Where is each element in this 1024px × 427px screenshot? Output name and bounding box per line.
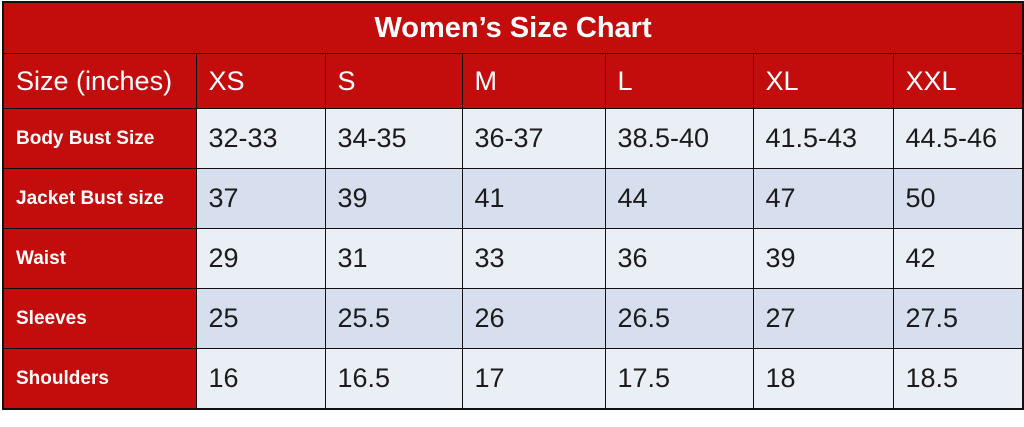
cell-sleeves-m: 26 xyxy=(461,288,606,349)
row-label-jacket-bust-size: Jacket Bust size xyxy=(2,168,197,229)
cell-waist-xxl: 42 xyxy=(892,228,1024,289)
size-chart-table: Women’s Size Chart Size (inches) XS S M … xyxy=(2,1,1024,410)
cell-shoulders-s: 16.5 xyxy=(324,348,463,410)
row-label-body-bust-size: Body Bust Size xyxy=(2,108,197,169)
cell-body-bust-xs: 32-33 xyxy=(195,108,326,169)
column-header-l: L xyxy=(604,53,754,109)
cell-waist-l: 36 xyxy=(604,228,754,289)
cell-shoulders-m: 17 xyxy=(461,348,606,410)
column-header-s: S xyxy=(324,53,463,109)
cell-body-bust-xxl: 44.5-46 xyxy=(892,108,1024,169)
header-row: Size (inches) XS S M L XL XXL xyxy=(2,53,1024,109)
cell-sleeves-xl: 27 xyxy=(752,288,894,349)
row-label-shoulders: Shoulders xyxy=(2,348,197,410)
table-row-waist: Waist 29 31 33 36 39 42 xyxy=(2,228,1024,289)
cell-body-bust-s: 34-35 xyxy=(324,108,463,169)
cell-shoulders-xl: 18 xyxy=(752,348,894,410)
cell-body-bust-l: 38.5-40 xyxy=(604,108,754,169)
table-row-shoulders: Shoulders 16 16.5 17 17.5 18 18.5 xyxy=(2,348,1024,410)
cell-jacket-bust-s: 39 xyxy=(324,168,463,229)
title-row: Women’s Size Chart xyxy=(2,1,1024,54)
cell-waist-m: 33 xyxy=(461,228,606,289)
column-header-m: M xyxy=(461,53,606,109)
cell-jacket-bust-m: 41 xyxy=(461,168,606,229)
cell-waist-s: 31 xyxy=(324,228,463,289)
column-header-xxl: XXL xyxy=(892,53,1024,109)
cell-sleeves-xs: 25 xyxy=(195,288,326,349)
cell-waist-xs: 29 xyxy=(195,228,326,289)
table-row-body-bust-size: Body Bust Size 32-33 34-35 36-37 38.5-40… xyxy=(2,108,1024,169)
cell-sleeves-l: 26.5 xyxy=(604,288,754,349)
cell-jacket-bust-xl: 47 xyxy=(752,168,894,229)
cell-body-bust-m: 36-37 xyxy=(461,108,606,169)
column-header-xl: XL xyxy=(752,53,894,109)
column-header-size-inches: Size (inches) xyxy=(2,53,197,109)
table-row-sleeves: Sleeves 25 25.5 26 26.5 27 27.5 xyxy=(2,288,1024,349)
cell-body-bust-xl: 41.5-43 xyxy=(752,108,894,169)
cell-jacket-bust-xs: 37 xyxy=(195,168,326,229)
cell-sleeves-s: 25.5 xyxy=(324,288,463,349)
page-title: Women’s Size Chart xyxy=(2,1,1024,54)
table-row-jacket-bust-size: Jacket Bust size 37 39 41 44 47 50 xyxy=(2,168,1024,229)
cell-waist-xl: 39 xyxy=(752,228,894,289)
row-label-waist: Waist xyxy=(2,228,197,289)
cell-shoulders-l: 17.5 xyxy=(604,348,754,410)
cell-sleeves-xxl: 27.5 xyxy=(892,288,1024,349)
column-header-xs: XS xyxy=(195,53,326,109)
cell-shoulders-xxl: 18.5 xyxy=(892,348,1024,410)
row-label-sleeves: Sleeves xyxy=(2,288,197,349)
cell-jacket-bust-l: 44 xyxy=(604,168,754,229)
cell-jacket-bust-xxl: 50 xyxy=(892,168,1024,229)
cell-shoulders-xs: 16 xyxy=(195,348,326,410)
